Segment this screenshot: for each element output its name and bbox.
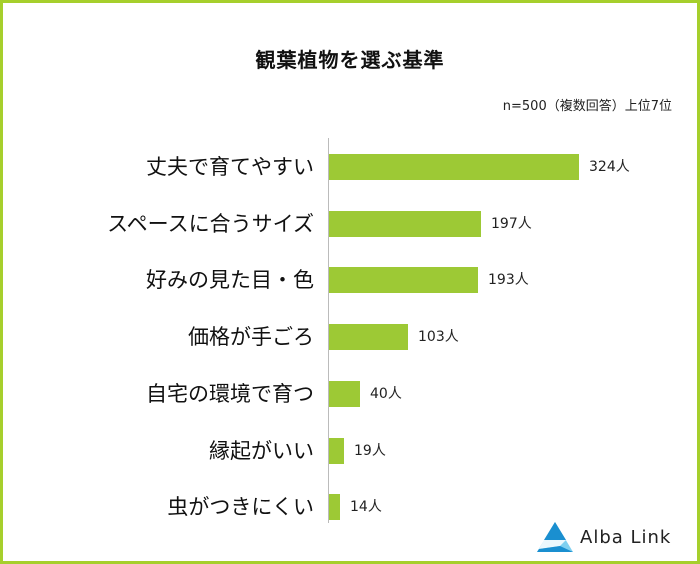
bar bbox=[329, 267, 478, 293]
bar-value-label: 14人 bbox=[350, 499, 382, 515]
alba-link-logo-text: Alba Link bbox=[580, 527, 672, 548]
alba-link-logo: Alba Link bbox=[536, 521, 686, 555]
category-label: スペースに合うサイズ bbox=[107, 212, 314, 236]
category-label: 縁起がいい bbox=[209, 439, 314, 463]
sample-note: n=500（複数回答）上位7位 bbox=[502, 99, 672, 114]
bar-value-label: 40人 bbox=[370, 386, 402, 402]
category-label: 自宅の環境で育つ bbox=[146, 382, 314, 406]
bar-value-label: 324人 bbox=[589, 159, 630, 175]
bar bbox=[329, 381, 360, 407]
bar bbox=[329, 154, 579, 180]
category-label: 好みの見た目・色 bbox=[146, 268, 314, 292]
bar-value-label: 193人 bbox=[488, 272, 529, 288]
chart-title: 観葉植物を選ぶ基準 bbox=[255, 48, 445, 72]
bar-value-label: 103人 bbox=[418, 329, 459, 345]
category-label: 虫がつきにくい bbox=[167, 495, 314, 519]
category-axis-line bbox=[328, 138, 329, 523]
bar bbox=[329, 324, 408, 350]
bar-value-label: 19人 bbox=[354, 443, 386, 459]
alba-link-logo-icon bbox=[537, 522, 573, 552]
bar bbox=[329, 494, 340, 520]
bar-value-label: 197人 bbox=[491, 216, 532, 232]
bar bbox=[329, 438, 344, 464]
category-label: 価格が手ごろ bbox=[188, 325, 314, 349]
bar bbox=[329, 211, 481, 237]
category-label: 丈夫で育てやすい bbox=[146, 155, 314, 179]
